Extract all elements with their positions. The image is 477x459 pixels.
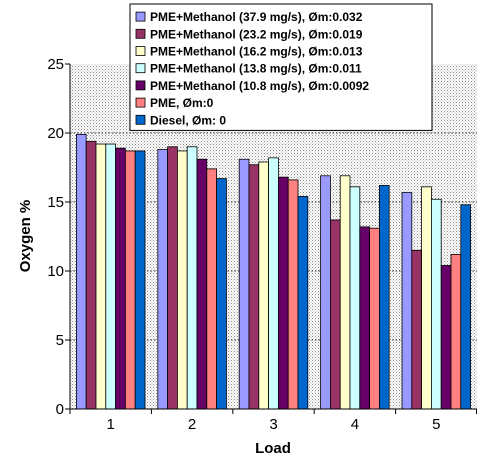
y-tick-label: 5 (56, 332, 64, 349)
bar (329, 219, 341, 410)
bar (167, 146, 178, 410)
y-tick-label: 15 (47, 194, 64, 211)
bar (95, 143, 107, 410)
legend-swatch (135, 63, 146, 74)
x-tick-label: 4 (351, 416, 359, 433)
bar (320, 175, 331, 410)
bars (76, 133, 471, 410)
bar (268, 157, 279, 410)
bar (134, 150, 146, 410)
bar (430, 198, 442, 410)
x-tick-label: 2 (188, 416, 196, 433)
bar (297, 196, 309, 410)
bar (76, 133, 87, 410)
x-tick-label: 1 (107, 416, 115, 433)
y-tick-label: 20 (47, 125, 64, 142)
bar (460, 204, 471, 410)
legend-label: PME, Øm:0 (150, 96, 214, 110)
bar (258, 161, 269, 410)
bar (369, 227, 380, 410)
axes (65, 63, 477, 414)
legend-label: PME+Methanol (37.9 mg/s), Øm:0.032 (150, 10, 363, 24)
legend-swatch (135, 11, 146, 22)
x-tick-label: 3 (269, 416, 277, 433)
bar (421, 186, 432, 410)
bar (85, 140, 97, 410)
legend-label: PME+Methanol (16.2 mg/s), Øm:0.013 (150, 45, 363, 59)
bar (216, 178, 227, 410)
bar (115, 147, 126, 410)
y-tick-label: 0 (56, 401, 64, 418)
y-tick-label: 25 (47, 56, 64, 73)
legend-swatch (135, 28, 146, 39)
legend-swatch (135, 80, 146, 91)
legend-label: Diesel, Øm: 0 (150, 113, 226, 127)
bar (196, 158, 208, 410)
bar (176, 150, 188, 410)
y-axis-title: Oxygen % (17, 200, 34, 273)
bar (248, 164, 260, 410)
y-tick-label: 10 (47, 263, 64, 280)
bar (105, 143, 117, 410)
bar (186, 146, 198, 410)
bar (125, 150, 136, 410)
legend-label: PME+Methanol (10.8 mg/s), Øm:0.0092 (150, 79, 369, 93)
legend-box (129, 3, 433, 131)
bar (440, 265, 452, 410)
bar (238, 158, 250, 410)
legend-label: PME+Methanol (13.8 mg/s), Øm:0.011 (150, 62, 362, 76)
bar (157, 149, 169, 410)
bar (378, 185, 390, 410)
bar (277, 176, 289, 410)
bar (206, 168, 218, 410)
legend: PME+Methanol (37.9 mg/s), Øm:0.032 PME+Me… (129, 3, 433, 131)
legend-swatch (135, 97, 146, 108)
x-axis-title: Load (255, 440, 291, 457)
bar (349, 186, 361, 410)
bar (401, 191, 413, 410)
bar (411, 249, 422, 410)
bar (450, 254, 462, 410)
bar (287, 179, 299, 410)
bar (339, 175, 351, 410)
bar (359, 226, 370, 410)
legend-swatch (135, 114, 146, 125)
legend-label: PME+Methanol (23.2 mg/s), Øm:0.019 (150, 27, 363, 41)
legend-swatch (135, 46, 146, 56)
x-tick-label: 5 (432, 416, 440, 433)
tick-labels: 0 5 10 15 20 25 1 2 3 4 5 (47, 56, 440, 433)
